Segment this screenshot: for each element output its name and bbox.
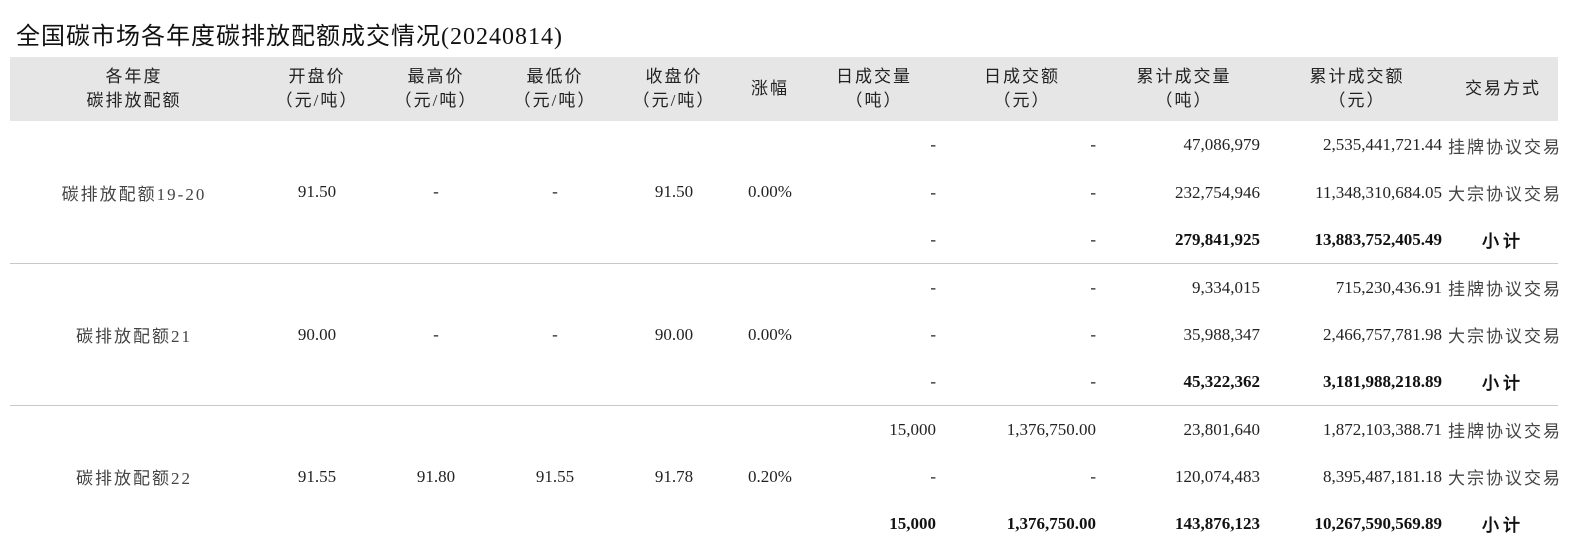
table-row: - - 232,754,946 11,348,310,684.05 大宗协议交易 — [10, 169, 1562, 216]
cumulative-volume: 47,086,979 — [1183, 135, 1261, 154]
high-price: - — [433, 182, 439, 201]
daily-volume: 15,000 — [889, 513, 936, 533]
trade-method: 挂牌协议交易 — [1448, 263, 1560, 311]
daily-amount: - — [1090, 324, 1096, 344]
daily-amount: - — [1090, 135, 1096, 154]
cumulative-amount: 2,466,757,781.98 — [1323, 324, 1442, 344]
cumulative-amount: 2,535,441,721.44 — [1323, 135, 1442, 154]
low-price: 91.55 — [496, 405, 614, 547]
page-title: 全国碳市场各年度碳排放配额成交情况(20240814) — [16, 24, 563, 50]
daily-volume: - — [806, 263, 942, 311]
daily-volume: - — [930, 371, 936, 391]
allowance-name: 碳排放配额22 — [10, 405, 258, 547]
close-price: 90.00 — [614, 263, 734, 406]
daily-volume: - — [930, 466, 936, 486]
cumulative-amount: 3,181,988,218.89 — [1323, 371, 1442, 391]
table-row: 碳排放配额21 90.00 - - 90.00 0.00% - - 9,334,… — [10, 263, 1560, 406]
header-high-price: 最高价 （元/吨） — [394, 67, 478, 110]
header-change: 涨幅 — [751, 79, 789, 98]
daily-volume: - — [930, 135, 936, 154]
header-daily-amount: 日成交额 （元） — [984, 67, 1060, 110]
close-price: 91.50 — [654, 182, 694, 201]
close-price: 91.78 — [614, 405, 734, 547]
daily-amount: 1,376,750.00 — [942, 405, 1102, 453]
low-price: - — [496, 263, 614, 406]
cumulative-volume: 9,334,015 — [1102, 263, 1266, 311]
daily-amount: - — [942, 263, 1102, 311]
trade-method: 大宗协议交易 — [1448, 327, 1562, 346]
trade-method: 大宗协议交易 — [1448, 469, 1562, 488]
table-row: - - 35,988,347 2,466,757,781.98 大宗协议交易 — [10, 311, 1562, 358]
cumulative-amount: 11,348,310,684.05 — [1315, 182, 1442, 202]
carbon-market-table: 各年度 碳排放配额 开盘价 （元/吨） 最高价 （元/吨） 最低价 （元/吨） 收盘价（… — [10, 57, 1562, 547]
cumulative-amount: 8,395,487,181.18 — [1323, 466, 1442, 486]
allowance-group: 碳排放配额22 91.55 91.80 91.55 91.78 0.20% 15… — [10, 405, 1562, 547]
low-price: - — [552, 182, 558, 201]
allowance-name: 碳排放配额19-20 — [61, 184, 207, 204]
subtotal-row: - - 279,841,925 13,883,752,405.49 小计 — [10, 216, 1558, 264]
price-change: 0.20% — [734, 405, 806, 547]
trade-method: 挂牌协议交易 — [1448, 405, 1560, 453]
table-row: - - 120,074,483 8,395,487,181.18 大宗协议交易 — [10, 453, 1562, 500]
daily-volume: - — [930, 182, 936, 202]
cumulative-volume: 279,841,925 — [1175, 229, 1260, 249]
cumulative-volume: 45,322,362 — [1183, 371, 1261, 391]
trade-method: 小计 — [1482, 516, 1524, 535]
price-change: 0.00% — [748, 182, 792, 201]
cumulative-amount: 715,230,436.91 — [1266, 263, 1448, 311]
cumulative-amount: 1,872,103,388.71 — [1266, 405, 1448, 453]
open-price: 90.00 — [258, 263, 376, 406]
header-low-price: 最低价 （元/吨） — [513, 67, 597, 110]
daily-amount: - — [1090, 371, 1096, 391]
header-year-allowance: 各年度 碳排放配额 — [86, 67, 182, 110]
trade-method: 挂牌协议交易 — [1448, 137, 1562, 157]
subtotal-row: - - 45,322,362 3,181,988,218.89 小计 — [10, 358, 1558, 406]
cumulative-volume: 232,754,946 — [1175, 182, 1260, 202]
daily-volume: - — [930, 229, 936, 249]
header-daily-volume: 日成交量 （吨） — [836, 67, 912, 110]
daily-volume: 15,000 — [806, 405, 942, 453]
allowance-group: 碳排放配额19-20 91.50 - - 91.50 0.00% - - 47,… — [10, 121, 1562, 264]
high-price: - — [376, 263, 496, 406]
table-header: 各年度 碳排放配额 开盘价 （元/吨） 最高价 （元/吨） 最低价 （元/吨） 收盘价（… — [10, 57, 1558, 121]
table-row: 碳排放配额22 91.55 91.80 91.55 91.78 0.20% 15… — [10, 405, 1560, 547]
daily-amount: - — [1090, 182, 1096, 202]
allowance-group: 碳排放配额21 90.00 - - 90.00 0.00% - - 9,334,… — [10, 263, 1562, 406]
daily-amount: 1,376,750.00 — [1006, 513, 1096, 533]
price-change: 0.00% — [734, 263, 806, 406]
cumulative-volume: 35,988,347 — [1183, 324, 1261, 344]
daily-amount: - — [1090, 466, 1096, 486]
subtotal-row: 15,000 1,376,750.00 143,876,123 10,267,5… — [10, 500, 1558, 547]
trade-method: 小计 — [1482, 232, 1524, 251]
allowance-name: 碳排放配额21 — [10, 263, 258, 406]
cumulative-amount: 10,267,590,569.89 — [1314, 513, 1443, 533]
table-row: 碳排放配额19-20 91.50 - - 91.50 0.00% - - 47,… — [10, 121, 1562, 204]
header-row: 各年度 碳排放配额 开盘价 （元/吨） 最高价 （元/吨） 最低价 （元/吨） 收盘价（… — [10, 57, 1558, 121]
header-open-price: 开盘价 （元/吨） — [275, 67, 359, 110]
open-price: 91.55 — [258, 405, 376, 547]
trade-method: 小计 — [1482, 374, 1524, 393]
header-cumulative-volume: 累计成交量 （吨） — [1136, 67, 1232, 110]
cumulative-volume: 143,876,123 — [1175, 513, 1260, 533]
header-cumulative-amount: 累计成交额 （元） — [1309, 67, 1405, 110]
trade-method: 大宗协议交易 — [1448, 185, 1562, 204]
header-close-price: 收盘价 （元/吨） — [632, 67, 716, 110]
header-trade-method: 交易方式 — [1465, 79, 1541, 98]
high-price: 91.80 — [376, 405, 496, 547]
open-price: 91.50 — [297, 182, 337, 201]
daily-amount: - — [1090, 229, 1096, 249]
cumulative-volume: 23,801,640 — [1102, 405, 1266, 453]
cumulative-volume: 120,074,483 — [1175, 466, 1260, 486]
cumulative-amount: 13,883,752,405.49 — [1314, 229, 1443, 249]
daily-volume: - — [930, 324, 936, 344]
